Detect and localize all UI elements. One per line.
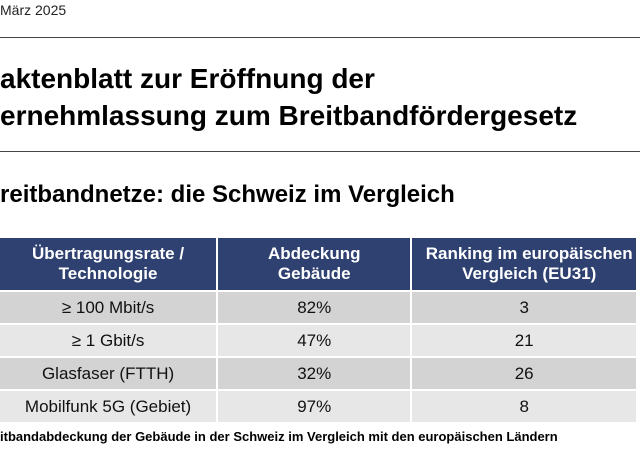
table-caption: itbandabdeckung der Gebäude in der Schwe… xyxy=(0,429,558,444)
broadband-comparison-table: Übertragungsrate / Technologie Abdeckung… xyxy=(0,236,638,424)
title-line-2: ernehmlassung zum Breitbandfördergesetz xyxy=(0,100,578,131)
table-row: ≥ 1 Gbit/s 47% 21 xyxy=(0,323,638,358)
cell-ranking: 21 xyxy=(410,323,638,358)
cell-technology: Mobilfunk 5G (Gebiet) xyxy=(0,389,219,424)
table-header-row: Übertragungsrate / Technologie Abdeckung… xyxy=(0,236,638,292)
cell-coverage: 82% xyxy=(216,290,413,325)
table-row: Glasfaser (FTTH) 32% 26 xyxy=(0,356,638,391)
cell-coverage: 47% xyxy=(216,323,413,358)
section-heading: reitbandnetze: die Schweiz im Vergleich xyxy=(0,181,455,208)
column-header-technology: Übertragungsrate / Technologie xyxy=(0,236,219,292)
cell-coverage: 32% xyxy=(216,356,413,391)
cell-ranking: 26 xyxy=(410,356,638,391)
column-header-ranking: Ranking im europäischen Vergleich (EU31) xyxy=(410,236,638,292)
title-line-1: aktenblatt zur Eröffnung der xyxy=(0,63,375,94)
page-title: aktenblatt zur Eröffnung der ernehmlassu… xyxy=(0,60,577,134)
cell-technology: ≥ 100 Mbit/s xyxy=(0,290,219,325)
document-date: März 2025 xyxy=(0,2,67,18)
divider-bottom xyxy=(0,151,640,152)
table-row: Mobilfunk 5G (Gebiet) 97% 8 xyxy=(0,389,638,424)
cell-technology: Glasfaser (FTTH) xyxy=(0,356,219,391)
table-row: ≥ 100 Mbit/s 82% 3 xyxy=(0,290,638,325)
cell-technology: ≥ 1 Gbit/s xyxy=(0,323,219,358)
divider-top xyxy=(0,37,640,38)
column-header-coverage: Abdeckung Gebäude xyxy=(216,236,413,292)
cell-ranking: 3 xyxy=(410,290,638,325)
cell-coverage: 97% xyxy=(216,389,413,424)
cell-ranking: 8 xyxy=(410,389,638,424)
